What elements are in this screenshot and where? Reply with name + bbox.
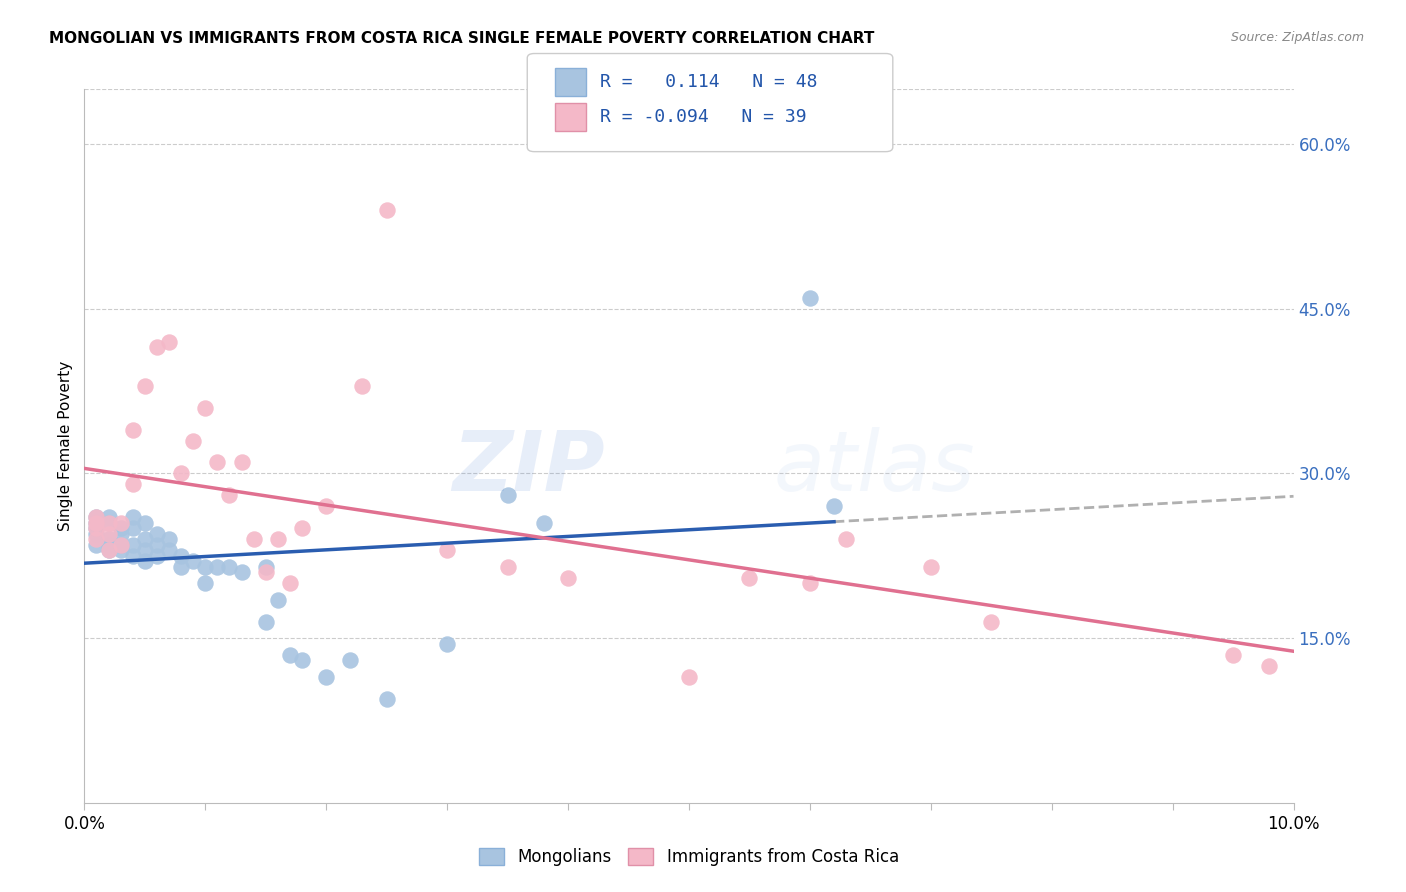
Point [86, 516, 108, 530]
Point [110, 521, 132, 535]
Point [835, 533, 858, 547]
Point [315, 500, 337, 514]
Point [121, 477, 143, 491]
Point [157, 334, 180, 349]
Point [86, 521, 108, 535]
Point [920, 559, 942, 574]
Point [557, 571, 579, 585]
Point [799, 576, 821, 591]
Point [533, 516, 555, 530]
Point [218, 488, 240, 502]
Point [436, 543, 458, 558]
Point [496, 488, 519, 502]
Point [278, 648, 301, 662]
Point [86, 526, 108, 541]
Point [242, 533, 264, 547]
Point [134, 533, 156, 547]
Point [1222, 648, 1244, 662]
Point [110, 516, 132, 530]
Point [97, 533, 120, 547]
Point [121, 423, 143, 437]
Point [170, 467, 193, 481]
Point [97, 516, 120, 530]
Point [375, 691, 398, 706]
Point [181, 554, 204, 568]
Point [254, 559, 277, 574]
Point [86, 510, 108, 524]
Point [97, 510, 120, 524]
Text: R = -0.094   N = 39: R = -0.094 N = 39 [600, 108, 807, 126]
Text: R =   0.114   N = 48: R = 0.114 N = 48 [600, 73, 818, 91]
Text: MONGOLIAN VS IMMIGRANTS FROM COSTA RICA SINGLE FEMALE POVERTY CORRELATION CHART: MONGOLIAN VS IMMIGRANTS FROM COSTA RICA … [49, 31, 875, 46]
Point [738, 571, 761, 585]
Point [207, 455, 229, 469]
Point [97, 526, 120, 541]
Point [339, 653, 361, 667]
Point [194, 401, 217, 415]
Point [231, 455, 253, 469]
Point [436, 637, 458, 651]
Point [121, 538, 143, 552]
Point [315, 669, 337, 683]
Point [121, 521, 143, 535]
Point [157, 533, 180, 547]
Point [134, 516, 156, 530]
Point [291, 521, 314, 535]
Point [110, 538, 132, 552]
Point [86, 533, 108, 547]
Point [134, 543, 156, 558]
Point [86, 510, 108, 524]
Point [218, 559, 240, 574]
Point [823, 500, 845, 514]
Point [121, 549, 143, 563]
Point [86, 538, 108, 552]
Point [267, 592, 290, 607]
Point [254, 615, 277, 629]
Point [254, 566, 277, 580]
Point [110, 543, 132, 558]
Point [352, 378, 374, 392]
Point [146, 549, 169, 563]
Point [121, 510, 143, 524]
Point [110, 526, 132, 541]
Point [110, 538, 132, 552]
Text: atlas: atlas [773, 427, 976, 508]
Point [231, 566, 253, 580]
Point [170, 549, 193, 563]
Point [146, 340, 169, 354]
Point [194, 576, 217, 591]
Point [1258, 658, 1281, 673]
Point [146, 526, 169, 541]
Point [97, 538, 120, 552]
Point [170, 559, 193, 574]
Point [207, 559, 229, 574]
Point [181, 434, 204, 448]
Y-axis label: Single Female Poverty: Single Female Poverty [58, 361, 73, 531]
Point [678, 669, 700, 683]
Point [375, 202, 398, 217]
Point [97, 543, 120, 558]
Point [134, 378, 156, 392]
Point [86, 516, 108, 530]
Point [267, 533, 290, 547]
Point [146, 538, 169, 552]
Text: ZIP: ZIP [451, 427, 605, 508]
Legend: Mongolians, Immigrants from Costa Rica: Mongolians, Immigrants from Costa Rica [472, 841, 905, 873]
Text: Source: ZipAtlas.com: Source: ZipAtlas.com [1230, 31, 1364, 45]
Point [97, 543, 120, 558]
Point [496, 559, 519, 574]
Point [157, 543, 180, 558]
Point [134, 554, 156, 568]
Point [799, 291, 821, 305]
Point [86, 521, 108, 535]
Point [97, 516, 120, 530]
Point [194, 559, 217, 574]
Point [291, 653, 314, 667]
Point [980, 615, 1002, 629]
Point [278, 576, 301, 591]
